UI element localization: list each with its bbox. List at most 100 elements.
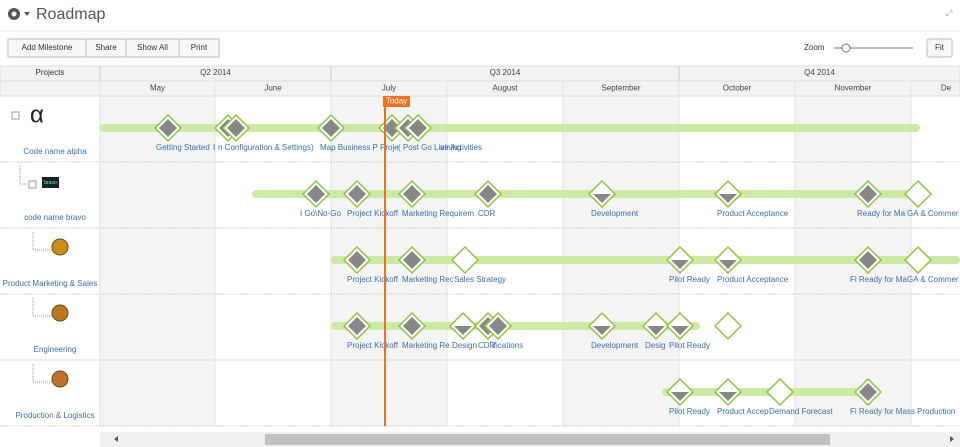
milestone-label[interactable]: I [213, 143, 215, 152]
milestone-fill [719, 392, 737, 401]
collapse-toggle[interactable] [11, 111, 20, 120]
project-name[interactable]: Code name alpha [23, 147, 87, 156]
project-icon: bravo [44, 180, 57, 186]
milestone[interactable] [903, 179, 933, 209]
milestone-fill [671, 260, 689, 269]
milestone-fill [409, 119, 427, 137]
milestone-fill [227, 119, 245, 137]
milestone-label[interactable]: Marketing Re [402, 341, 450, 350]
milestone-label[interactable]: CDR [478, 341, 496, 350]
project-bar [331, 256, 960, 264]
scroll-left[interactable] [114, 436, 118, 442]
milestone-fill [489, 317, 507, 335]
milestone[interactable] [903, 245, 933, 275]
milestone-label[interactable]: Project Kickoff [347, 275, 399, 284]
milestone-label[interactable]: Map Business P [320, 143, 378, 152]
milestone-label[interactable]: Project Kickoff [347, 209, 399, 218]
project-name[interactable]: Product Marketing & Sales [3, 279, 98, 288]
milestone-fill [403, 185, 421, 203]
milestone-label[interactable]: Project Kickoff [347, 341, 399, 350]
milestone-label[interactable]: I Go\No-Go [300, 209, 341, 218]
milestone-label[interactable]: GA & Commer [907, 209, 959, 218]
milestone-fill [859, 185, 877, 203]
month-label: May [150, 84, 165, 93]
milestone-fill [454, 326, 472, 335]
fit-button[interactable] [926, 38, 953, 58]
milestone-label[interactable]: Development [591, 209, 639, 218]
tree-connector [32, 364, 52, 383]
month-label: July [382, 84, 396, 93]
milestone-label[interactable]: Product Accep [717, 407, 769, 416]
zoom-slider[interactable] [834, 43, 913, 53]
fit-label[interactable]: Fit [935, 43, 945, 52]
milestone-fill [593, 194, 611, 203]
expand-icon[interactable]: ⤢ [945, 9, 952, 18]
toolbar-button-label[interactable]: Share [95, 43, 117, 52]
milestone-fill [479, 185, 497, 203]
project-name[interactable]: Engineering [34, 345, 77, 354]
milestone-label[interactable]: Design [452, 341, 477, 350]
milestone-label[interactable]: n Configuration & Settings) [218, 143, 314, 152]
month-label: De [941, 84, 952, 93]
milestone-fill [403, 251, 421, 269]
milestone-label[interactable]: ifications [492, 341, 523, 350]
milestone-label[interactable]: Pilot Ready [669, 275, 710, 284]
milestone-label[interactable]: GA & Commer [907, 275, 959, 284]
page-title: Roadmap [36, 6, 105, 23]
milestone-label[interactable]: Pilot Ready [669, 407, 710, 416]
tree-connector [19, 166, 28, 185]
milestone[interactable] [450, 245, 480, 275]
milestone-fill [348, 251, 366, 269]
project-icon-bg [42, 177, 59, 188]
milestone-fill [159, 119, 177, 137]
scroll-right[interactable] [950, 436, 954, 442]
milestone-label[interactable]: Pilot Ready [669, 341, 710, 350]
milestone-label[interactable]: Desig [645, 341, 665, 350]
milestone-label[interactable]: Product Acceptance [717, 209, 789, 218]
milestone-fill [307, 185, 325, 203]
milestone-label[interactable]: Fi Ready for Ma [850, 275, 907, 284]
milestone[interactable] [713, 311, 743, 341]
milestone-fill [719, 260, 737, 269]
milestone-label[interactable]: Fi Ready for Mass Production [850, 407, 955, 416]
milestone-fill [647, 326, 665, 335]
toolbar-button-label[interactable]: Print [191, 43, 208, 52]
milestone-label[interactable]: Development [591, 341, 639, 350]
toolbar-button-label[interactable]: Show All [137, 43, 168, 52]
milestone-label[interactable]: Getting Started [156, 143, 210, 152]
month-label: November [835, 84, 872, 93]
milestone-label[interactable]: CDR [478, 209, 496, 218]
milestone-label[interactable]: Demand Forecast [769, 407, 833, 416]
milestone-label[interactable]: Product Acceptance [717, 275, 789, 284]
project-icon [51, 370, 69, 388]
milestone-label[interactable]: ( Post Go Live Activities [398, 143, 482, 152]
milestone-label[interactable]: Marketing Rec [402, 275, 454, 284]
project-icon: α [30, 101, 44, 128]
project-name[interactable]: Production & Logistics [15, 411, 94, 420]
month-label: June [264, 84, 282, 93]
milestone-label[interactable]: Proje [380, 143, 399, 152]
milestone-fill [348, 317, 366, 335]
gear-icon[interactable] [8, 8, 30, 20]
toolbar-button[interactable] [178, 38, 220, 58]
quarter-label: Q3 2014 [490, 68, 521, 77]
milestone-label[interactable]: Ready for Ma [857, 209, 906, 218]
milestone-fill [671, 326, 689, 335]
toolbar-button-label[interactable]: Add Milestone [22, 43, 73, 52]
month-label: October [723, 84, 752, 93]
milestone-fill [322, 119, 340, 137]
project-icon [51, 238, 69, 256]
project-name[interactable]: code name bravo [24, 213, 86, 222]
scrollbar-thumb[interactable] [265, 434, 830, 445]
collapse-toggle[interactable] [28, 180, 37, 189]
milestone-label[interactable]: Sales Strategy [454, 275, 506, 284]
milestone-fill [383, 119, 401, 137]
milestone[interactable] [765, 377, 795, 407]
tree-connector [32, 298, 52, 317]
quarter-label: Q2 2014 [200, 68, 231, 77]
milestone-label[interactable]: aining [440, 143, 461, 152]
tree-connector [32, 232, 52, 251]
milestone-label[interactable]: Marketing Requirem [402, 209, 474, 218]
zoom-label: Zoom [804, 43, 825, 52]
